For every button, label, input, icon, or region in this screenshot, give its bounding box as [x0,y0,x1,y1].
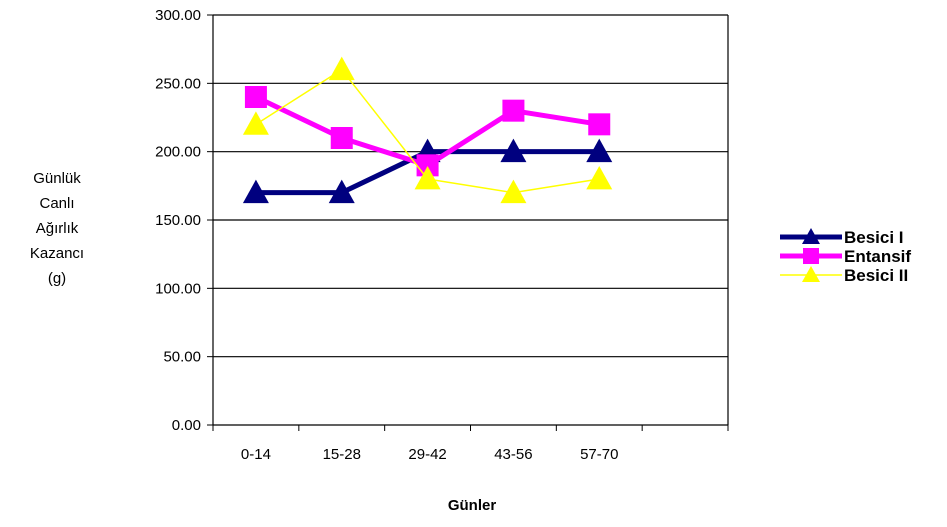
data-point [502,99,525,122]
data-point [244,86,267,108]
gridlines [213,14,728,358]
data-point [586,166,613,190]
data-point [242,111,269,135]
x-tick-labels: 0-14 15-28 29-42 43-56 57-70 [241,446,619,463]
y-axis-title-line: Ağırlık [35,220,79,237]
y-axis-title-line: (g) [47,270,67,287]
x-tick-label: 0-14 [241,446,271,463]
series-group [242,56,613,204]
x-tick-label: 43-56 [494,446,532,463]
data-point [328,179,355,204]
data-point [500,138,527,163]
legend-label: Entansif [844,247,911,266]
data-point [500,179,527,204]
y-axis-title-line: Günlük [33,170,81,187]
data-point [328,56,355,81]
axes [207,14,729,431]
y-tick-label: 100.00 [155,280,201,297]
data-point [586,138,613,163]
data-point [588,113,611,136]
legend-marker [802,228,820,244]
x-tick-label: 57-70 [580,446,618,463]
legend-marker [803,248,819,264]
legend-label: Besici II [844,266,908,285]
y-axis-title-line: Canlı [39,195,75,212]
legend-label: Besici I [844,228,904,247]
x-tick-label: 15-28 [323,446,361,463]
y-tick-label: 50.00 [163,349,201,366]
y-tick-label: 200.00 [155,144,201,161]
x-tick-label: 29-42 [408,446,446,463]
data-point [242,179,269,204]
y-tick-label: 300.00 [155,7,201,24]
y-tick-label: 0.00 [172,417,201,434]
legend-marker [802,266,820,282]
y-axis-title: Günlük Canlı Ağırlık Kazancı (g) [22,166,92,291]
y-tick-labels: 0.00 50.00 100.00 150.00 200.00 250.00 300.00 [155,7,201,434]
data-point [330,127,353,149]
y-tick-label: 150.00 [155,212,201,229]
y-axis-title-line: Kazancı [29,245,85,262]
y-tick-label: 250.00 [155,75,201,92]
data-point [414,166,441,190]
x-axis-title: Günler [448,497,497,514]
